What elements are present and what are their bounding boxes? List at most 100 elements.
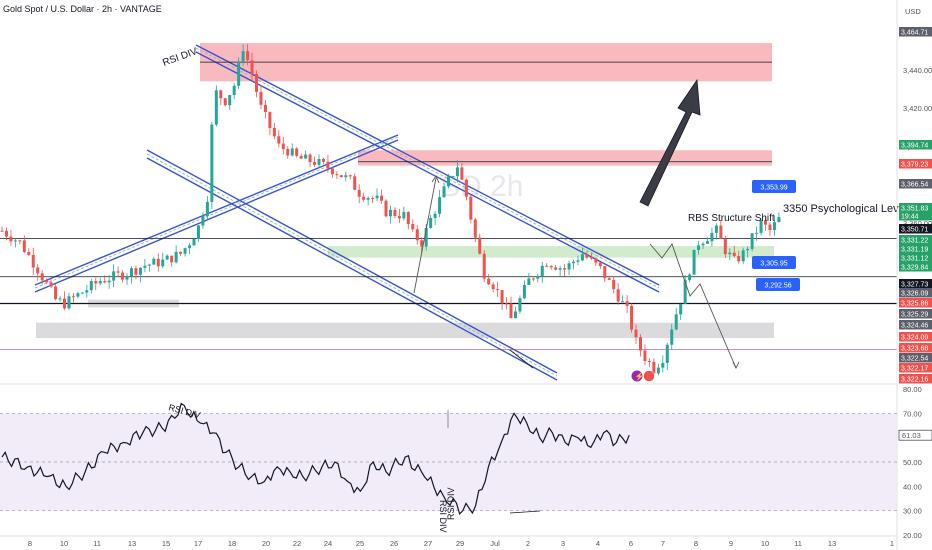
price-tag-text: 3,325.29 <box>901 311 928 318</box>
candle <box>121 270 125 283</box>
candle <box>237 57 241 90</box>
candle <box>442 182 446 198</box>
candle <box>304 150 308 159</box>
candle <box>232 82 236 100</box>
descending-channel-lower-mid <box>146 153 558 377</box>
candle <box>518 295 522 314</box>
candle <box>750 233 754 252</box>
descending-channel-lower-b[interactable] <box>146 157 558 381</box>
event-bolt-icon[interactable] <box>631 370 643 382</box>
candle <box>0 226 4 232</box>
descending-channel-upper-a[interactable] <box>195 44 660 286</box>
candle <box>679 303 683 321</box>
projection-line-up <box>413 177 437 294</box>
chart-title: Gold Spot / U.S. Dollar · 2h · VANTAGE <box>3 4 162 14</box>
candle <box>335 171 339 180</box>
candle <box>563 264 567 277</box>
time-tick-label: 4 <box>596 539 600 548</box>
candle <box>558 265 562 276</box>
candle <box>89 278 93 294</box>
candle <box>219 89 223 105</box>
candle <box>250 52 254 81</box>
time-tick-label: 26 <box>390 539 398 548</box>
candle <box>107 274 111 289</box>
time-tick-label: 10 <box>60 539 68 548</box>
bullish-arrow[interactable] <box>639 78 701 207</box>
candle <box>585 250 589 260</box>
candle <box>330 167 334 178</box>
candle <box>777 212 781 223</box>
candle <box>549 264 553 270</box>
candle <box>768 222 772 237</box>
price-tag-text: 3,325.86 <box>901 300 928 307</box>
price-tag-box <box>899 320 932 330</box>
price-tag-text: 3,351.83 <box>901 205 928 212</box>
candle <box>344 171 348 182</box>
candle <box>375 188 379 202</box>
time-axis[interactable]: 8 10 11 13 15 17 18 20 22 24 25 26 27 29 Jul 2 3 4 6 7 8 9 10 1… <box>0 535 897 548</box>
candle <box>112 264 116 288</box>
candle <box>616 283 620 305</box>
candle <box>268 111 272 136</box>
candle <box>697 241 701 255</box>
candle <box>147 263 151 272</box>
price-tag-text: 3,350.71 <box>901 226 928 233</box>
price-tag-box <box>899 353 932 363</box>
candle <box>71 293 75 303</box>
candle <box>165 254 169 260</box>
time-tick-label: 22 <box>293 539 301 548</box>
candle <box>589 252 593 260</box>
candle <box>647 358 651 367</box>
price-tag-box <box>899 224 932 234</box>
candle <box>656 363 660 376</box>
candle <box>674 307 678 331</box>
candle <box>451 175 455 180</box>
us-flag-icon[interactable] <box>643 370 655 382</box>
candle <box>9 229 13 246</box>
price-tick-label: 3,360.00 <box>903 219 932 228</box>
price-tag-box <box>899 298 932 308</box>
rising-channel-upper[interactable] <box>34 134 399 286</box>
price-callout-box[interactable] <box>752 256 796 269</box>
price-tag-text: 3,326.09 <box>901 290 928 297</box>
candle <box>661 355 665 373</box>
candle <box>263 99 267 119</box>
candle <box>527 273 531 286</box>
projection-arrowhead-down <box>732 361 740 370</box>
candle <box>174 245 178 264</box>
price-tag-box <box>899 140 932 150</box>
candle <box>572 259 576 270</box>
price-tag-box <box>899 253 932 263</box>
support-zone-demand[interactable] <box>36 322 774 339</box>
price-callout-box[interactable] <box>752 180 796 193</box>
candle <box>491 281 495 293</box>
price-tag-text: 3,327.73 <box>901 281 928 288</box>
price-tag-box <box>899 363 932 373</box>
candle <box>317 154 321 168</box>
candle <box>598 262 602 270</box>
price-tag-text: 3,329.84 <box>901 264 928 271</box>
candle <box>536 274 540 283</box>
candle <box>500 290 504 310</box>
candle <box>22 235 26 254</box>
descending-channel-upper-b[interactable] <box>195 51 660 293</box>
time-tick-label: 9 <box>729 539 733 548</box>
candle <box>705 237 709 244</box>
price-low-divergence-line <box>509 349 534 369</box>
resistance-zone-2[interactable] <box>358 150 772 166</box>
support-zone-rbs[interactable] <box>328 246 774 258</box>
candle <box>45 278 49 284</box>
candle <box>339 174 343 178</box>
candle <box>18 239 22 245</box>
time-tick-label: 13 <box>128 539 136 548</box>
rsi-line[interactable] <box>1 402 630 516</box>
price-callout-box[interactable] <box>756 278 800 291</box>
price-tag-box <box>899 159 932 169</box>
candle <box>732 245 736 258</box>
descending-channel-lower-a[interactable] <box>146 149 558 374</box>
candle <box>567 260 571 276</box>
candle <box>286 146 290 160</box>
candlesticks <box>0 44 781 377</box>
rising-channel-lower[interactable] <box>34 139 399 293</box>
